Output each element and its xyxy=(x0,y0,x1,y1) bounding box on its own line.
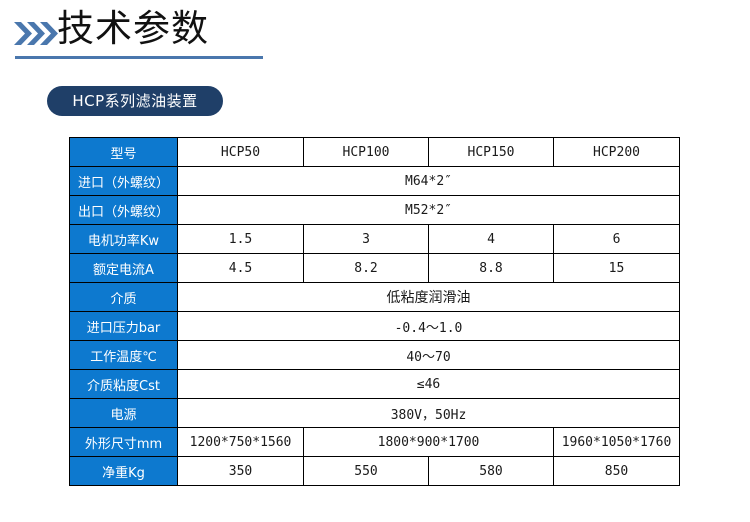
row-label-medium-viscosity: 介质粘度Cst xyxy=(69,369,178,399)
table-row: 外形尺寸mm 1200*750*1560 1800*900*1700 1960*… xyxy=(69,427,680,457)
row-label-model: 型号 xyxy=(69,137,178,167)
row-label-working-temperature: 工作温度℃ xyxy=(69,340,178,370)
cell-motor-power-hcp100: 3 xyxy=(303,224,429,254)
table-row: 额定电流A 4.5 8.2 8.8 15 xyxy=(69,253,680,283)
cell-net-weight-hcp50: 350 xyxy=(177,456,304,486)
cell-model-hcp150: HCP150 xyxy=(428,137,554,167)
cell-outlet-thread-value: M52*2″ xyxy=(177,195,680,225)
row-label-rated-current: 额定电流A xyxy=(69,253,178,283)
row-label-medium: 介质 xyxy=(69,282,178,312)
cell-motor-power-hcp150: 4 xyxy=(428,224,554,254)
cell-power-supply-value: 380V，50Hz xyxy=(177,398,680,428)
row-label-power-supply: 电源 xyxy=(69,398,178,428)
table-row: 出口（外螺纹） M52*2″ xyxy=(69,195,680,225)
spec-table-container: 型号 HCP50 HCP100 HCP150 HCP200 进口（外螺纹） M6… xyxy=(69,137,680,486)
specifications-table: 型号 HCP50 HCP100 HCP150 HCP200 进口（外螺纹） M6… xyxy=(69,137,680,486)
row-label-dimensions: 外形尺寸mm xyxy=(69,427,178,457)
table-row: 电机功率Kw 1.5 3 4 6 xyxy=(69,224,680,254)
table-row: 进口压力bar -0.4～1.0 xyxy=(69,311,680,341)
cell-dimensions-hcp200: 1960*1050*1760 xyxy=(553,427,680,457)
row-label-inlet-pressure: 进口压力bar xyxy=(69,311,178,341)
row-label-motor-power: 电机功率Kw xyxy=(69,224,178,254)
table-row: 介质粘度Cst ≤46 xyxy=(69,369,680,399)
cell-model-hcp200: HCP200 xyxy=(553,137,680,167)
cell-rated-current-hcp150: 8.8 xyxy=(428,253,554,283)
series-badge: HCP系列滤油装置 xyxy=(47,86,223,116)
row-label-net-weight: 净重Kg xyxy=(69,456,178,486)
cell-net-weight-hcp100: 550 xyxy=(303,456,429,486)
cell-rated-current-hcp100: 8.2 xyxy=(303,253,429,283)
cell-rated-current-hcp200: 15 xyxy=(553,253,680,283)
cell-inlet-pressure-value: -0.4～1.0 xyxy=(177,311,680,341)
cell-inlet-thread-value: M64*2″ xyxy=(177,166,680,196)
cell-rated-current-hcp50: 4.5 xyxy=(177,253,304,283)
cell-motor-power-hcp50: 1.5 xyxy=(177,224,304,254)
cell-dimensions-hcp50: 1200*750*1560 xyxy=(177,427,304,457)
cell-medium-viscosity-value: ≤46 xyxy=(177,369,680,399)
row-label-outlet-thread: 出口（外螺纹） xyxy=(69,195,178,225)
cell-dimensions-hcp100-hcp150: 1800*900*1700 xyxy=(303,427,554,457)
table-row: 电源 380V，50Hz xyxy=(69,398,680,428)
cell-medium-value: 低粘度润滑油 xyxy=(177,282,680,312)
cell-model-hcp50: HCP50 xyxy=(177,137,304,167)
table-row: 进口（外螺纹） M64*2″ xyxy=(69,166,680,196)
table-row: 介质 低粘度润滑油 xyxy=(69,282,680,312)
cell-working-temperature-value: 40～70 xyxy=(177,340,680,370)
table-row: 净重Kg 350 550 580 850 xyxy=(69,456,680,486)
page-title: 技术参数 xyxy=(57,7,209,50)
cell-model-hcp100: HCP100 xyxy=(303,137,429,167)
spec-table-body: 型号 HCP50 HCP100 HCP150 HCP200 进口（外螺纹） M6… xyxy=(69,137,680,486)
section-heading: 技术参数 xyxy=(0,0,280,72)
title-underline-divider xyxy=(15,56,263,59)
table-row: 工作温度℃ 40～70 xyxy=(69,340,680,370)
row-label-inlet-thread: 进口（外螺纹） xyxy=(69,166,178,196)
cell-motor-power-hcp200: 6 xyxy=(553,224,680,254)
table-row: 型号 HCP50 HCP100 HCP150 HCP200 xyxy=(69,137,680,167)
cell-net-weight-hcp150: 580 xyxy=(428,456,554,486)
triple-chevron-right-icon xyxy=(13,19,59,49)
cell-net-weight-hcp200: 850 xyxy=(553,456,680,486)
